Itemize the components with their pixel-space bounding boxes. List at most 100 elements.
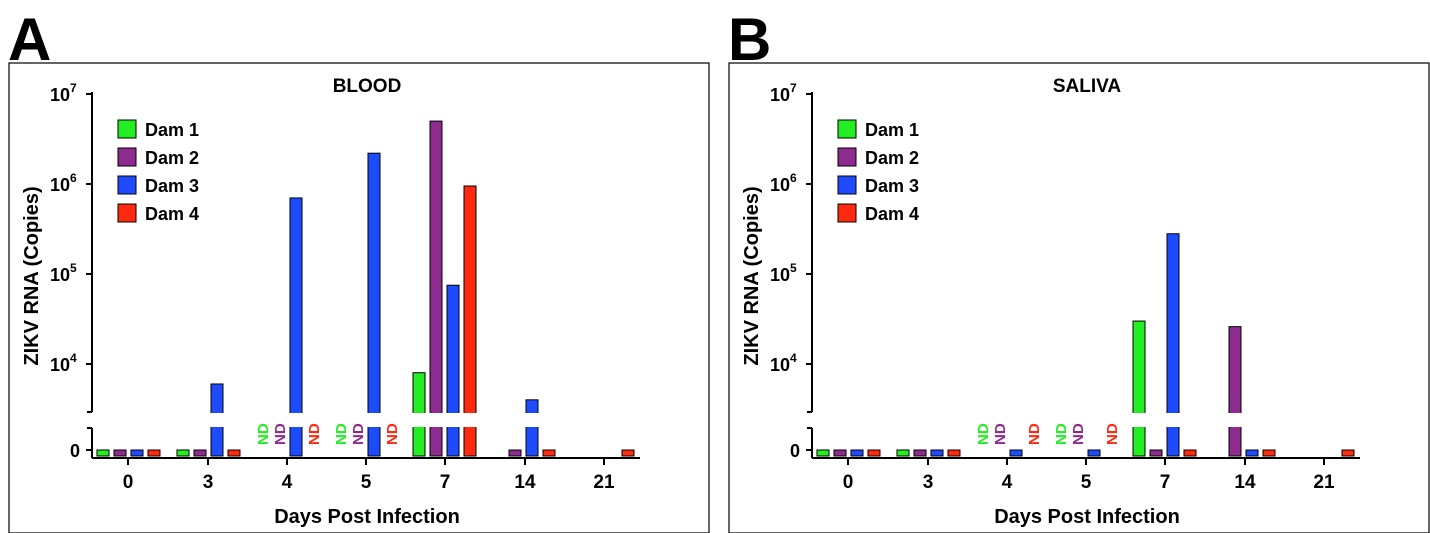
legend-label: Dam 3	[865, 176, 919, 196]
x-tick-label: 0	[123, 472, 134, 493]
y-tick-label: 106	[770, 171, 797, 195]
bar-dam-2-day-3	[193, 449, 207, 457]
y-tick-label: 0	[70, 441, 80, 461]
x-tick-label: 3	[203, 472, 214, 493]
bar-dam-2-day-14	[1228, 326, 1242, 457]
panel-letter: B	[728, 6, 771, 73]
bar-dam-4-day-3	[947, 449, 961, 457]
bar-dam-4-day-7	[1183, 449, 1197, 457]
y-axis-label: ZIKV RNA (Copies)	[741, 186, 763, 365]
bar-dam-3-day-5	[1087, 449, 1101, 457]
nd-marker: ND	[1053, 423, 1070, 445]
bar-dam-3-day-7	[446, 284, 460, 457]
bar-dam-1-day-0	[96, 449, 110, 457]
bar-dam-2-day-14	[508, 449, 522, 457]
nd-marker: ND	[306, 423, 323, 445]
legend-label: Dam 1	[145, 120, 199, 140]
axis-break-gap	[463, 413, 477, 427]
axis-break-gap	[1228, 413, 1242, 427]
x-tick-label: 4	[282, 472, 293, 493]
axis-break-gap	[367, 413, 381, 427]
y-tick-label: 0	[790, 441, 800, 461]
bar-dam-3-day-0	[130, 449, 144, 457]
y-tick-label: 104	[50, 351, 77, 375]
x-tick-label: 21	[1313, 472, 1335, 493]
nd-marker: ND	[1104, 423, 1121, 445]
nd-marker: ND	[1026, 423, 1043, 445]
nd-marker: ND	[1070, 423, 1087, 445]
bar-dam-1-day-3	[176, 449, 190, 457]
y-tick-label: 105	[770, 261, 797, 285]
bar-dam-4-day-14	[1262, 449, 1276, 457]
x-tick-label: 5	[1081, 472, 1092, 493]
bar-dam-2-day-7	[1149, 449, 1163, 457]
bar-dam-1-day-0	[816, 449, 830, 457]
chart-title: SALIVA	[1053, 76, 1122, 97]
x-tick-label: 5	[361, 472, 372, 493]
panel-frame	[728, 62, 1430, 533]
x-tick-label: 7	[1160, 472, 1171, 493]
legend-swatch	[117, 175, 137, 195]
x-tick-label: 7	[440, 472, 451, 493]
bar-dam-4-day-0	[867, 449, 881, 457]
nd-marker: ND	[992, 423, 1009, 445]
bar-dam-3-day-7	[1166, 233, 1180, 457]
x-tick-label: 21	[593, 472, 615, 493]
y-tick-label: 107	[770, 81, 797, 105]
bar-dam-3-day-14	[1245, 449, 1259, 457]
legend-label: Dam 3	[145, 176, 199, 196]
axis-break-gap	[1132, 413, 1146, 427]
legend-swatch	[837, 175, 857, 195]
chart-panel-b: B SALIVA 0 104 105 106 107 ZIKV RNA (Copies) 0 3 4…	[728, 6, 1430, 533]
x-tick-label: 4	[1002, 472, 1013, 493]
legend-swatch	[117, 203, 137, 223]
bar-dam-3-day-3	[930, 449, 944, 457]
legend-label: Dam 1	[865, 120, 919, 140]
bar-dam-2-day-0	[113, 449, 127, 457]
legend-swatch	[117, 119, 137, 139]
legend-label: Dam 4	[145, 204, 199, 224]
bar-dam-2-day-3	[913, 449, 927, 457]
y-tick-label: 106	[50, 171, 77, 195]
axis-break-gap	[525, 413, 539, 427]
x-tick-label: 14	[1234, 472, 1256, 493]
bar-dam-4-day-14	[542, 449, 556, 457]
y-axis-label: ZIKV RNA (Copies)	[21, 186, 43, 365]
bar-dam-2-day-7	[429, 120, 443, 457]
x-tick-label: 0	[843, 472, 854, 493]
bar-dam-3-day-4	[289, 197, 303, 457]
bar-dam-4-day-0	[147, 449, 161, 457]
bar-dam-4-day-21	[1341, 449, 1355, 457]
bar-dam-3-day-4	[1009, 449, 1023, 457]
bar-dam-3-day-0	[850, 449, 864, 457]
y-tick-label: 104	[770, 351, 797, 375]
nd-marker: ND	[272, 423, 289, 445]
axis-break-gap	[446, 413, 460, 427]
axis-break-gap	[429, 413, 443, 427]
chart-panel-a: A BLOOD 0 104 105 106 107 ZIKV RNA (Copies) 0 3 4 5…	[8, 6, 710, 533]
bar-dam-1-day-7	[1132, 320, 1146, 457]
bar-dam-4-day-21	[621, 449, 635, 457]
nd-marker: ND	[333, 423, 350, 445]
axis-break-gap	[1166, 413, 1180, 427]
bar-dam-1-day-3	[896, 449, 910, 457]
bar-dam-3-day-5	[367, 152, 381, 457]
bar-dam-4-day-3	[227, 449, 241, 457]
nd-marker: ND	[384, 423, 401, 445]
panel-frame	[8, 62, 710, 533]
axis-break-gap	[289, 413, 303, 427]
legend-swatch	[837, 203, 857, 223]
legend-label: Dam 2	[145, 148, 199, 168]
legend-label: Dam 2	[865, 148, 919, 168]
x-axis-label: Days Post Infection	[274, 506, 460, 528]
x-tick-label: 14	[514, 472, 536, 493]
legend-swatch	[837, 147, 857, 167]
nd-marker: ND	[350, 423, 367, 445]
nd-marker: ND	[255, 423, 272, 445]
axis-break-gap	[210, 413, 224, 427]
legend-swatch	[117, 147, 137, 167]
x-tick-label: 3	[923, 472, 934, 493]
panel-letter: A	[8, 6, 51, 73]
chart-title: BLOOD	[333, 76, 402, 97]
